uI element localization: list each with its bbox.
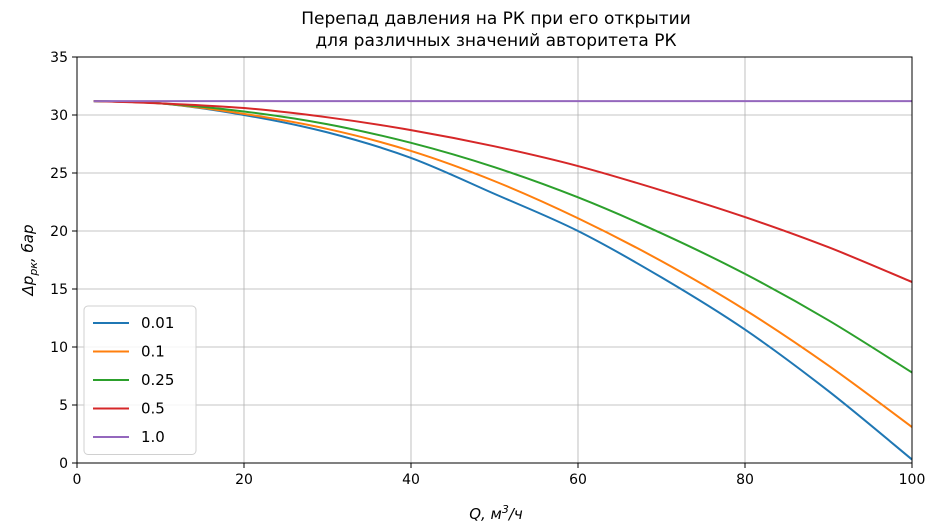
y-tick-label: 35 bbox=[50, 50, 68, 66]
y-axis-label: Δpрк, бар bbox=[19, 225, 40, 297]
x-tick-label: 80 bbox=[736, 472, 754, 488]
legend-label: 0.5 bbox=[141, 400, 165, 418]
y-tick-label: 15 bbox=[50, 282, 68, 298]
series-line-0.1 bbox=[93, 100, 913, 428]
x-tick-label: 0 bbox=[73, 472, 82, 488]
series-line-0.25 bbox=[93, 100, 913, 374]
legend-box bbox=[83, 305, 197, 455]
grid bbox=[76, 56, 913, 464]
x-tick-label: 20 bbox=[235, 472, 253, 488]
series-line-0.01 bbox=[93, 100, 913, 461]
x-tick-label: 60 bbox=[569, 472, 587, 488]
y-tick-label: 0 bbox=[59, 456, 68, 472]
series-lines bbox=[93, 100, 913, 461]
chart-title-line-1: Перепад давления на РК при его открытии bbox=[301, 9, 691, 29]
y-tick-label: 20 bbox=[50, 224, 68, 240]
legend-label: 0.1 bbox=[141, 343, 165, 361]
x-tick-label: 40 bbox=[402, 472, 420, 488]
legend-label: 1.0 bbox=[141, 428, 165, 446]
y-tick-label: 10 bbox=[50, 340, 68, 356]
y-tick-label: 5 bbox=[59, 398, 68, 414]
y-tick-label: 25 bbox=[50, 166, 68, 182]
legend-label: 0.01 bbox=[141, 314, 174, 332]
x-axis-label: Q, м3/ч bbox=[469, 503, 523, 523]
plot-frame bbox=[76, 56, 913, 464]
legend: 0.01 0.1 0.25 0.5 1.0 bbox=[83, 305, 197, 455]
y-tick-label: 30 bbox=[50, 108, 68, 124]
chart-title-line-2: для различных значений авторитета РК bbox=[315, 31, 676, 51]
series-line-0.5 bbox=[93, 100, 913, 283]
ticks: 0 20 40 60 80 100 0 5 10 15 20 25 30 35 bbox=[50, 50, 925, 488]
legend-label: 0.25 bbox=[141, 371, 174, 389]
x-tick-label: 100 bbox=[899, 472, 926, 488]
